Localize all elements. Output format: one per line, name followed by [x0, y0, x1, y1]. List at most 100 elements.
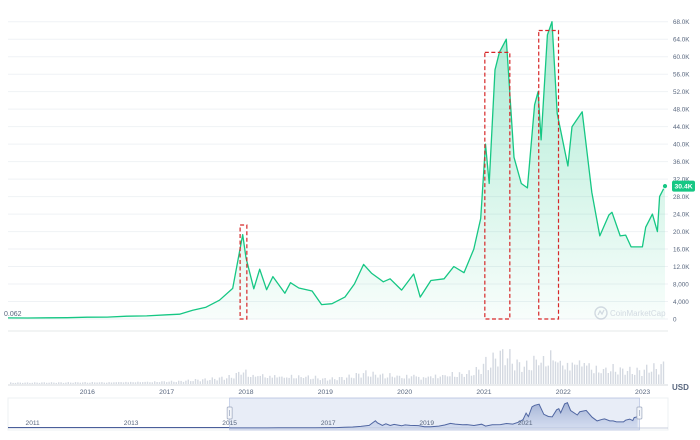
volume-bar	[581, 366, 583, 384]
x-tick-label: 2018	[238, 389, 253, 396]
navigator[interactable]: 2011 2013 2015 2017 2019 2021	[7, 397, 669, 431]
volume-bar	[506, 358, 509, 384]
volume-bar	[643, 369, 645, 384]
volume-bar	[578, 360, 581, 384]
volume-bar	[641, 376, 643, 384]
volume-bar	[60, 382, 62, 384]
volume-bar	[24, 382, 26, 384]
volume-bar	[305, 376, 307, 384]
volume-bar	[31, 382, 33, 384]
volume-bar	[74, 382, 77, 384]
volume-bar	[247, 376, 249, 384]
volume-bar	[655, 369, 657, 384]
volume-bar	[425, 377, 427, 384]
volume-bar	[346, 377, 348, 384]
y-tick-label: 32.0K	[673, 177, 690, 184]
volume-bar	[19, 382, 21, 384]
volume-bar	[86, 382, 89, 384]
volume-bar	[266, 378, 269, 384]
volume-bar	[444, 375, 446, 384]
volume-bar	[384, 378, 386, 384]
y-tick-label: 36.0K	[673, 159, 690, 166]
volume-bar	[72, 382, 74, 384]
x-tick-label: 2016	[80, 389, 95, 396]
volume-bar	[142, 382, 144, 384]
volume-bar	[600, 373, 602, 384]
volume-bar	[377, 377, 379, 384]
watermark-text: CoinMarketCap	[610, 309, 666, 318]
x-tick-label: 2019	[318, 389, 333, 396]
volume-bar	[406, 374, 408, 384]
volume-bar	[62, 382, 65, 384]
volume-bar	[552, 360, 554, 384]
volume-bar	[636, 367, 638, 384]
volume-bar	[588, 363, 590, 384]
volume-bar	[12, 382, 14, 384]
y-tick-label: 0	[673, 317, 677, 324]
volume-bar	[91, 382, 93, 384]
y-tick-label: 52.0K	[673, 89, 690, 96]
volume-bar	[70, 382, 72, 384]
volume-bar	[127, 382, 129, 384]
x-axis-labels: 2016 2017 2018 2019 2020 2021 2022 2023	[80, 389, 651, 396]
volume-bar	[511, 363, 513, 384]
volume-bar	[55, 382, 57, 384]
volume-bar	[230, 377, 233, 384]
navigator-selection[interactable]	[229, 397, 640, 431]
highlight-box	[484, 51, 511, 320]
volume-bar	[202, 379, 204, 384]
volume-bar	[605, 367, 607, 384]
currency-label: USD	[672, 383, 689, 392]
volume-bar	[48, 382, 50, 384]
volume-bar	[456, 377, 458, 384]
volume-bar	[173, 381, 175, 384]
volume-bar	[211, 377, 213, 384]
volume-bar	[624, 374, 626, 384]
volume-bar	[530, 370, 533, 384]
volume-bar	[221, 376, 223, 384]
x-tick-label: 2017	[159, 389, 174, 396]
volume-bar	[482, 363, 485, 384]
volume-bar	[454, 376, 456, 384]
volume-bar	[607, 373, 609, 384]
volume-bar	[110, 382, 113, 384]
volume-bar	[602, 369, 605, 384]
volume-bar	[17, 382, 19, 384]
volume-bar	[209, 380, 211, 384]
volume-bar	[365, 370, 367, 384]
volume-bar	[420, 379, 422, 384]
volume-bar	[631, 374, 633, 384]
x-tick-label: 2020	[397, 389, 412, 396]
volume-bar	[430, 376, 432, 384]
volume-bar	[168, 381, 170, 384]
volume-bar	[151, 382, 153, 384]
volume-bar	[331, 377, 333, 384]
navigator-line	[8, 402, 638, 429]
price-badge-text: 30.4K	[675, 184, 693, 191]
volume-bar	[242, 372, 245, 384]
volume-bar	[463, 376, 465, 384]
y-tick-label: 44.0K	[673, 124, 690, 131]
volume-bar	[389, 373, 391, 384]
volume-bar	[398, 375, 401, 384]
navigator-tick-label: 2011	[26, 420, 41, 427]
volume-bar	[146, 381, 149, 384]
volume-bar	[158, 382, 161, 384]
volume-bar	[139, 382, 141, 384]
y-tick-label: 12.0K	[673, 264, 690, 271]
volume-bar	[439, 376, 441, 384]
volume-bar	[175, 382, 177, 384]
y-tick-label: 56.0K	[673, 72, 690, 79]
volume-bar	[84, 382, 86, 384]
volume-bar	[170, 380, 173, 384]
price-line	[7, 21, 666, 319]
volume-bar	[326, 380, 329, 384]
volume-bar	[276, 377, 278, 384]
volume-bar	[598, 372, 600, 384]
volume-bar	[475, 367, 477, 384]
y-tick-label: 40.0K	[673, 142, 690, 149]
volume-bar	[238, 371, 240, 384]
volume-bar	[161, 381, 163, 384]
